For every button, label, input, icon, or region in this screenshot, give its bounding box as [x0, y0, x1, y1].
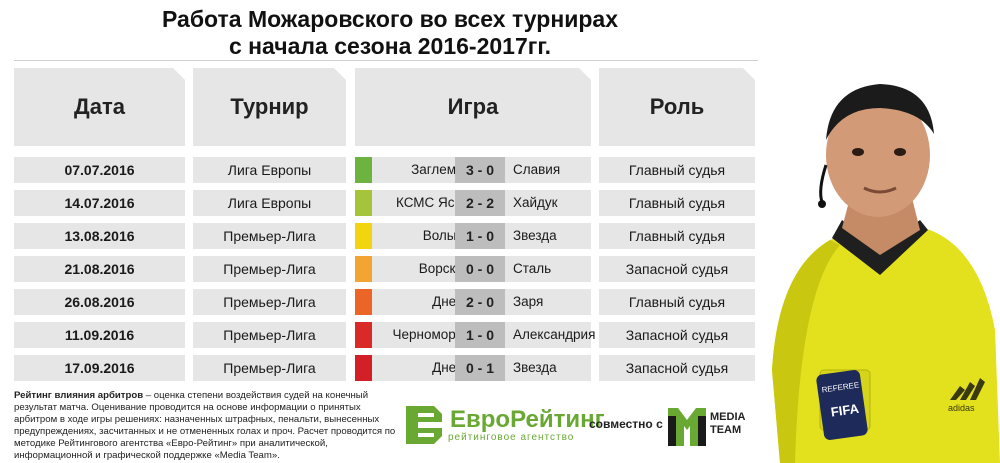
eurorating-logo: ЕвроРейтинг рейтинговое агентство	[400, 400, 605, 450]
tournament-cell: Премьер-Лига	[193, 355, 346, 381]
date-cell: 14.07.2016	[14, 190, 185, 216]
table-row: 26.08.2016 Премьер-Лига Днепр 2 - 0 Заря…	[0, 289, 760, 315]
role-cell: Главный судья	[599, 223, 755, 249]
table-row: 17.09.2016 Премьер-Лига Днепр 0 - 1 Звез…	[0, 355, 760, 381]
mediateam-mark-icon	[668, 408, 706, 446]
adidas-text: adidas	[948, 403, 975, 413]
rating-color-bar	[355, 256, 372, 282]
eurorating-mark-icon	[406, 406, 442, 444]
mediateam-line1: MEDIA	[710, 411, 746, 423]
headset-mic-icon	[819, 164, 828, 203]
role-cell: Главный судья	[599, 289, 755, 315]
game-cell: Днепр 2 - 0 Заря	[355, 289, 591, 315]
role-cell: Запасной судья	[599, 322, 755, 348]
date-cell: 13.08.2016	[14, 223, 185, 249]
eurorating-subtitle: рейтинговое агентство	[448, 432, 575, 443]
away-team: Хайдук	[513, 195, 558, 210]
table-row: 07.07.2016 Лига Европы Заглембе 3 - 0 Сл…	[0, 157, 760, 183]
tournament-cell: Премьер-Лига	[193, 256, 346, 282]
score: 1 - 0	[455, 322, 505, 348]
rating-color-bar	[355, 223, 372, 249]
jersey-shade	[772, 240, 840, 463]
rating-color-bar	[355, 355, 372, 381]
table-row: 13.08.2016 Премьер-Лига Волынь 1 - 0 Зве…	[0, 223, 760, 249]
score: 3 - 0	[455, 157, 505, 183]
game-cell: Заглембе 3 - 0 Славия	[355, 157, 591, 183]
title-line-1: Работа Можаровского во всех турнирах	[161, 6, 618, 32]
adidas-logo-icon	[950, 378, 985, 400]
header-date: Дата	[14, 68, 185, 146]
right-eye	[894, 148, 906, 156]
date-cell: 21.08.2016	[14, 256, 185, 282]
game-cell: КСМС Яссы 2 - 2 Хайдук	[355, 190, 591, 216]
badge-fifa-text: FIFA	[830, 401, 861, 420]
left-eye	[852, 148, 864, 156]
footnote-term: Рейтинг влияния арбитров	[14, 390, 144, 401]
date-cell: 11.09.2016	[14, 322, 185, 348]
rating-color-bar	[355, 289, 372, 315]
header-game-label: Игра	[447, 94, 499, 119]
together-label: совместно с	[589, 417, 663, 431]
referee-photo: REFEREE FIFA adidas	[772, 84, 1000, 463]
away-team: Звезда	[513, 360, 557, 375]
away-team: Звезда	[513, 228, 557, 243]
score: 1 - 0	[455, 223, 505, 249]
date-cell: 17.09.2016	[14, 355, 185, 381]
role-cell: Главный судья	[599, 157, 755, 183]
table-row: 21.08.2016 Премьер-Лига Ворскла 0 - 0 Ст…	[0, 256, 760, 282]
rating-color-bar	[355, 157, 372, 183]
role-cell: Запасной судья	[599, 256, 755, 282]
away-team: Сталь	[513, 261, 552, 276]
header-tournament-label: Турнир	[230, 94, 309, 119]
mediateam-name: MEDIA TEAM	[710, 411, 745, 437]
mediateam-line2: TEAM	[710, 424, 742, 436]
date-cell: 26.08.2016	[14, 289, 185, 315]
tournament-cell: Лига Европы	[193, 157, 346, 183]
game-cell: Волынь 1 - 0 Звезда	[355, 223, 591, 249]
game-cell: Ворскла 0 - 0 Сталь	[355, 256, 591, 282]
role-cell: Запасной судья	[599, 355, 755, 381]
footnote: Рейтинг влияния арбитров – оценка степен…	[14, 390, 398, 462]
referee-mouth	[863, 186, 897, 194]
rating-color-bar	[355, 322, 372, 348]
score: 2 - 2	[455, 190, 505, 216]
header-date-label: Дата	[74, 94, 125, 119]
table-row: 11.09.2016 Премьер-Лига Черноморец 1 - 0…	[0, 322, 760, 348]
game-cell: Днепр 0 - 1 Звезда	[355, 355, 591, 381]
table-row: 14.07.2016 Лига Европы КСМС Яссы 2 - 2 Х…	[0, 190, 760, 216]
referee-hair	[826, 84, 934, 140]
footnote-text: – оценка степени воздействия судей на ко…	[14, 390, 396, 461]
tournament-cell: Премьер-Лига	[193, 289, 346, 315]
referee-face	[826, 93, 930, 217]
home-team: КСМС Яссы	[395, 195, 471, 210]
score: 2 - 0	[455, 289, 505, 315]
fifa-badge-icon	[816, 370, 868, 440]
header-game: Игра	[355, 68, 591, 146]
away-team: Славия	[513, 162, 561, 177]
tournament-cell: Лига Европы	[193, 190, 346, 216]
title-divider	[14, 60, 758, 61]
header-role: Роль	[599, 68, 755, 146]
role-cell: Главный судья	[599, 190, 755, 216]
page-title: Работа Можаровского во всех турнирах с н…	[0, 6, 780, 60]
away-team: Александрия	[513, 327, 596, 342]
mic-tip	[818, 200, 826, 208]
header-role-label: Роль	[649, 94, 705, 119]
tournament-cell: Премьер-Лига	[193, 223, 346, 249]
title-line-2: с начала сезона 2016-2017гг.	[228, 33, 552, 59]
mediateam-logo: MEDIA TEAM	[666, 402, 756, 452]
score: 0 - 0	[455, 256, 505, 282]
away-team: Заря	[513, 294, 544, 309]
home-team: Черноморец	[392, 327, 471, 342]
game-cell: Черноморец 1 - 0 Александрия	[355, 322, 595, 348]
rating-color-bar	[355, 190, 372, 216]
eurorating-name: ЕвроРейтинг	[450, 406, 605, 433]
score: 0 - 1	[455, 355, 505, 381]
header-tournament: Турнир	[193, 68, 346, 146]
date-cell: 07.07.2016	[14, 157, 185, 183]
tournament-cell: Премьер-Лига	[193, 322, 346, 348]
